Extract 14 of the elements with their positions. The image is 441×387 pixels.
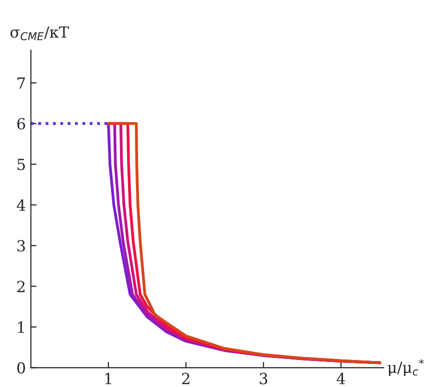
- y-tick-label: 1: [18, 321, 24, 333]
- x-tick-label: 4: [336, 372, 346, 384]
- y-tick-label: 6: [17, 118, 26, 130]
- x-tick-label: 2: [182, 372, 190, 384]
- y-tick-label: 7: [18, 78, 25, 89]
- y-tick-label: 2: [17, 280, 25, 292]
- x-tick-label: 3: [260, 372, 268, 384]
- y-tick-label: 4: [16, 199, 26, 211]
- x-axis-title: μ/μ$_{c}$$^{*}$: [388, 359, 424, 376]
- y-tick-label: 0: [17, 362, 25, 374]
- x-tick-label: 1: [105, 372, 112, 384]
- y-axis-title: σ$_{CME}$/κT: [10, 26, 69, 40]
- y-tick-label: 3: [17, 240, 25, 252]
- y-tick-label: 5: [18, 158, 25, 170]
